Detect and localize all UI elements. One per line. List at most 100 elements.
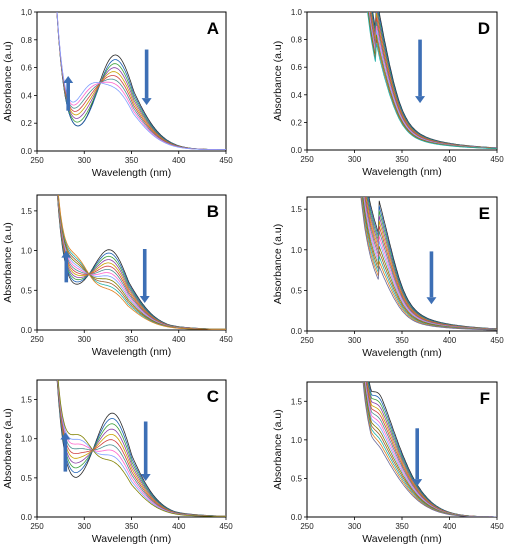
spectra — [362, 382, 497, 517]
spectrum-curve — [370, 12, 497, 149]
spectrum-curve — [368, 12, 497, 149]
spectrum-curve — [56, 12, 226, 150]
x-tick-label: 300 — [78, 522, 92, 531]
spectrum-curve — [58, 195, 226, 330]
y-tick-label: 0.6 — [21, 64, 33, 73]
spectrum-curve — [56, 195, 226, 330]
y-tick-label: 0.5 — [291, 474, 303, 483]
y-axis-label: Absorbance (a.u) — [272, 41, 284, 122]
y-axis-label: Absorbance (a.u) — [2, 222, 14, 303]
x-tick-label: 250 — [300, 155, 314, 164]
y-axis-label: Absorbance (a.u) — [272, 409, 284, 490]
y-tick-label: 1.5 — [291, 397, 303, 406]
y-tick-label: 1.5 — [21, 396, 33, 405]
spectrum-curve — [369, 12, 497, 149]
spectrum-curve — [56, 12, 226, 150]
spectrum-curve — [56, 12, 226, 150]
x-tick-label: 450 — [490, 336, 504, 345]
spectrum-curve — [368, 12, 497, 149]
spectrum-curve — [56, 12, 226, 150]
x-tick-label: 300 — [78, 156, 92, 165]
spectra — [367, 12, 497, 150]
x-tick-label: 250 — [30, 156, 44, 165]
trend-arrow-head — [140, 473, 151, 481]
spectrum-curve — [370, 12, 497, 149]
y-axis-label: Absorbance (a.u) — [272, 224, 284, 305]
y-axis-label: Absorbance (a.u) — [2, 408, 14, 489]
y-tick-label: 1.0 — [291, 246, 303, 255]
y-tick-label: 1.0 — [291, 8, 303, 17]
panel-f: 250 300 350 400 450 0.0 0.5 1.0 1.5 Wavelength (n… — [272, 381, 504, 545]
y-tick-label: 1.5 — [291, 205, 303, 214]
spectrum-curve — [369, 12, 497, 149]
x-tick-label: 400 — [443, 522, 457, 531]
spectrum-curve — [56, 12, 226, 150]
x-tick-label: 350 — [395, 522, 409, 531]
trend-arrow-head — [61, 250, 72, 258]
panel-letter: F — [480, 389, 490, 408]
spectrum-curve — [57, 195, 226, 330]
panel-c: 250 300 350 400 450 0.0 0.5 1.0 1.5 Wavelength (n… — [2, 379, 233, 545]
x-tick-label: 350 — [125, 522, 139, 531]
panel-letter: D — [478, 19, 490, 38]
y-tick-label: 0.5 — [21, 474, 33, 483]
x-tick-label: 350 — [125, 156, 139, 165]
y-tick-label: 0.5 — [21, 286, 33, 295]
y-tick-label: 0.8 — [21, 36, 33, 45]
trend-arrow-head — [60, 432, 71, 440]
x-tick-label: 400 — [172, 335, 186, 344]
y-tick-label: 0.0 — [291, 513, 303, 522]
spectrum-curve — [367, 12, 497, 150]
x-tick-label: 400 — [172, 156, 186, 165]
x-axis-label: Wavelength (nm) — [362, 166, 442, 178]
y-tick-label: 1.5 — [21, 207, 33, 216]
trend-arrow-head — [63, 75, 74, 83]
x-axis-label: Wavelength (nm) — [92, 533, 172, 545]
trend-arrow-head — [412, 479, 423, 487]
spectrum-curve — [57, 195, 226, 330]
spectrum-curve — [360, 197, 497, 331]
y-tick-label: 0.0 — [21, 147, 33, 156]
plot-frame — [306, 381, 498, 518]
x-tick-label: 350 — [395, 336, 409, 345]
spectrum-curve — [362, 382, 497, 517]
y-tick-label: 0.4 — [291, 91, 303, 100]
y-tick-label: 1.0 — [21, 247, 33, 256]
y-tick-label: 1.0 — [21, 435, 33, 444]
x-tick-label: 450 — [219, 522, 233, 531]
x-tick-label: 400 — [443, 336, 457, 345]
x-axis-label: Wavelength (nm) — [92, 346, 172, 358]
spectrum-curve — [57, 195, 226, 330]
x-tick-label: 350 — [125, 335, 139, 344]
spectra — [56, 380, 226, 517]
spectrum-curve — [57, 195, 226, 330]
panel-a: 250 300 350 400 450 0.0 0.2 0.4 0.6 0.8 1,0 Wavelen… — [2, 8, 233, 179]
spectrum-curve — [364, 197, 497, 330]
y-tick-label: 0.0 — [291, 146, 303, 155]
spectrum-curve — [57, 195, 226, 330]
y-tick-label: 0.0 — [21, 326, 33, 335]
spectrum-curve — [56, 12, 226, 150]
panel-b: 250 300 350 400 450 0.0 0.5 1.0 1.5 Wavelength (n… — [2, 194, 233, 358]
y-tick-label: 0.0 — [291, 327, 303, 336]
x-tick-label: 450 — [219, 335, 233, 344]
plot-frame — [306, 11, 498, 151]
spectrum-curve — [57, 195, 226, 330]
y-tick-label: 0.6 — [291, 63, 303, 72]
x-tick-label: 250 — [30, 522, 44, 531]
x-tick-label: 450 — [490, 155, 504, 164]
x-axis-label: Wavelength (nm) — [92, 167, 172, 179]
x-tick-label: 400 — [443, 155, 457, 164]
y-tick-label: 1.0 — [291, 436, 303, 445]
trend-arrow-head — [139, 296, 150, 303]
x-tick-label: 450 — [219, 156, 233, 165]
y-tick-label: 0.2 — [291, 118, 303, 127]
spectrum-curve — [56, 12, 226, 150]
spectrum-curve — [57, 195, 226, 330]
spectrum-curve — [57, 195, 226, 330]
spectrum-curve — [371, 12, 497, 149]
y-tick-label: 0.4 — [21, 91, 33, 100]
trend-arrow-head — [426, 297, 437, 305]
x-tick-label: 250 — [300, 522, 314, 531]
